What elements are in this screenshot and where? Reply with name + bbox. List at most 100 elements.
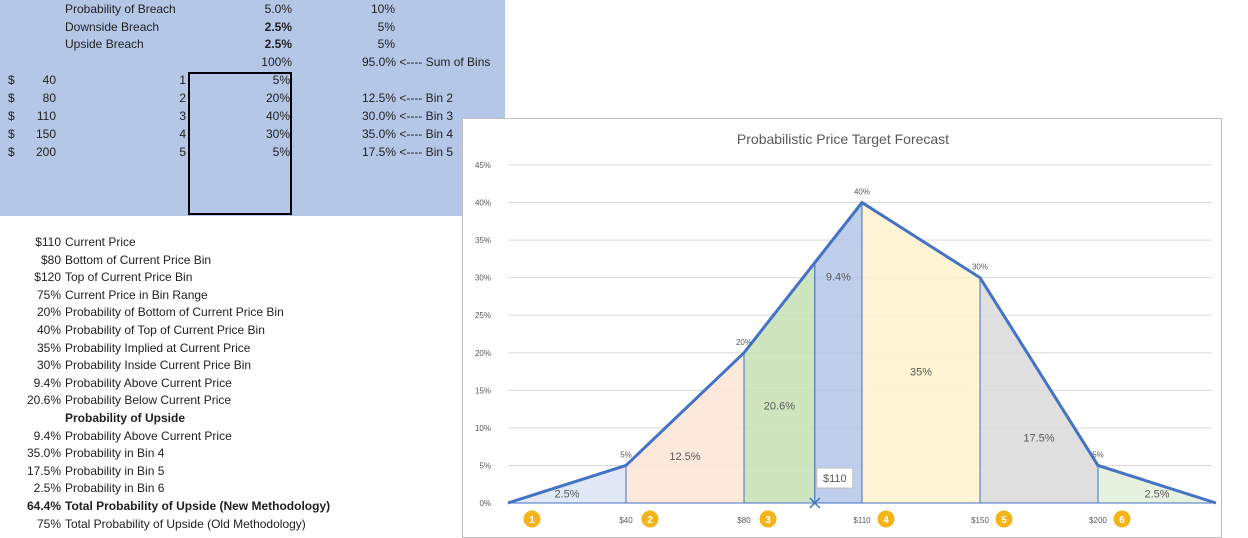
- current-price-label: $110: [823, 473, 847, 485]
- upside-breach-value-alt: 5%: [377, 37, 395, 51]
- summary-value: 35%: [36, 340, 61, 355]
- y-tick-label: 0%: [479, 499, 491, 508]
- bin-price: 110: [36, 109, 56, 123]
- prob-breach-label: Probability of Breach: [65, 2, 176, 16]
- bin-price: 150: [35, 127, 56, 141]
- probability-region: [814, 201, 863, 504]
- summary-label: Probability of Top of Current Price Bin: [65, 323, 265, 337]
- bin-dollar-sign: $: [8, 91, 15, 105]
- region-label: 12.5%: [669, 451, 700, 463]
- region-label: 2.5%: [1144, 489, 1169, 501]
- y-tick-label: 30%: [475, 274, 491, 283]
- bin-price: 40: [42, 73, 56, 87]
- bin-dollar-sign: $: [8, 73, 15, 87]
- summary-label: Bottom of Current Price Bin: [65, 252, 212, 267]
- summary-label: Probability in Bin 5: [65, 463, 165, 478]
- bin-probability-box: [188, 72, 292, 215]
- bin-index: 2: [179, 91, 186, 105]
- summary-label: Current Price in Bin Range: [65, 287, 208, 302]
- bin-number-label: 6: [1119, 515, 1125, 526]
- region-label: 2.5%: [554, 489, 579, 501]
- y-tick-label: 20%: [475, 349, 491, 358]
- point-label: 20%: [736, 338, 752, 347]
- summary-value: 75%: [36, 287, 61, 302]
- bin-number-marker: [876, 509, 896, 529]
- summary-value: $120: [34, 270, 61, 285]
- summary-value: $80: [40, 252, 61, 267]
- summary-label: Current Price: [65, 235, 136, 249]
- bin-number-label: 2: [647, 515, 653, 526]
- input-table: [0, 0, 505, 216]
- y-tick-label: 35%: [475, 236, 491, 245]
- summary-value: 17.5%: [26, 463, 61, 478]
- summary-label: Total Probability of Upside (New Methodo…: [65, 499, 331, 513]
- point-label: 5%: [620, 450, 632, 459]
- probability-region: [861, 201, 981, 504]
- summary-label: Probability in Bin 4: [65, 446, 165, 461]
- point-label: 5%: [1092, 450, 1104, 459]
- sum-of-bins: 95.0% <---- Sum of Bins: [362, 55, 491, 69]
- summary-label: Probability of Upside: [65, 411, 186, 425]
- downside-breach-label: Downside Breach: [65, 20, 160, 34]
- y-tick-label: 45%: [475, 161, 491, 170]
- bin-dollar-sign: $: [8, 145, 15, 159]
- point-label: 40%: [854, 188, 870, 197]
- sum-total: 100%: [261, 55, 292, 69]
- bin-dollar-sign: $: [8, 109, 15, 123]
- x-tick-label: $80: [737, 516, 751, 525]
- summary-label: Probability Inside Current Price Bin: [65, 358, 252, 373]
- summary-value: 9.4%: [33, 428, 61, 443]
- summary-value: 35.0%: [26, 446, 61, 461]
- summary-value: $110: [35, 235, 61, 249]
- x-tick-label: $200: [1089, 516, 1107, 525]
- bin-number-label: 3: [765, 515, 771, 526]
- x-tick-label: $110: [853, 516, 871, 525]
- y-tick-label: 15%: [475, 386, 491, 395]
- summary-value: 2.5%: [33, 481, 61, 496]
- y-tick-label: 25%: [475, 311, 491, 320]
- summary-value: 20%: [36, 305, 61, 320]
- bin-probability: 20%: [265, 91, 290, 105]
- summary-value: 9.4%: [33, 375, 61, 390]
- current-price-marker: [809, 497, 821, 509]
- bin-number-label: 4: [883, 515, 889, 526]
- bin-note: 12.5% <---- Bin 2: [362, 91, 454, 105]
- bin-dollar-sign: $: [8, 127, 15, 141]
- y-tick-label: 40%: [475, 199, 491, 208]
- summary-label: Probability in Bin 6: [65, 481, 165, 496]
- region-label: 9.4%: [826, 272, 851, 284]
- point-label: 30%: [972, 263, 988, 272]
- summary-label: Probability Implied at Current Price: [65, 340, 251, 355]
- downside-breach-value: 2.5%: [264, 20, 292, 34]
- bin-number-marker: [640, 509, 660, 529]
- y-tick-label: 5%: [479, 461, 491, 470]
- region-label: 17.5%: [1023, 432, 1054, 444]
- bin-probability: 30%: [265, 127, 290, 141]
- downside-breach-value-alt: 5%: [377, 20, 395, 34]
- summary-value: 75%: [36, 516, 61, 531]
- bin-note: 35.0% <---- Bin 4: [362, 127, 454, 141]
- summary-value: 64.4%: [26, 499, 61, 513]
- bin-index: 1: [179, 73, 186, 87]
- bin-price: 80: [42, 91, 56, 105]
- summary-label: Probability Above Current Price: [65, 428, 232, 443]
- y-tick-label: 10%: [475, 424, 491, 433]
- probability-region: [743, 261, 816, 504]
- chart-title: Probabilistic Price Target Forecast: [737, 131, 949, 147]
- region-label: 35%: [910, 367, 932, 379]
- bin-number-label: 5: [1001, 515, 1007, 526]
- series-line: [507, 200, 1217, 505]
- upside-breach-value: 2.5%: [264, 37, 292, 51]
- summary-value: 20.6%: [26, 393, 61, 408]
- upside-breach-label: Upside Breach: [65, 37, 144, 51]
- x-tick-label: $40: [619, 516, 633, 525]
- prob-breach-value-alt: 10%: [370, 2, 395, 16]
- x-tick-label: $150: [971, 516, 989, 525]
- bin-probability: 5%: [272, 145, 290, 159]
- bin-number-marker: [522, 509, 542, 529]
- summary-label: Total Probability of Upside (Old Methodo…: [65, 516, 306, 531]
- summary-label: Top of Current Price Bin: [65, 270, 193, 285]
- summary-value: 40%: [36, 323, 61, 337]
- summary-label: Probability Below Current Price: [65, 393, 232, 408]
